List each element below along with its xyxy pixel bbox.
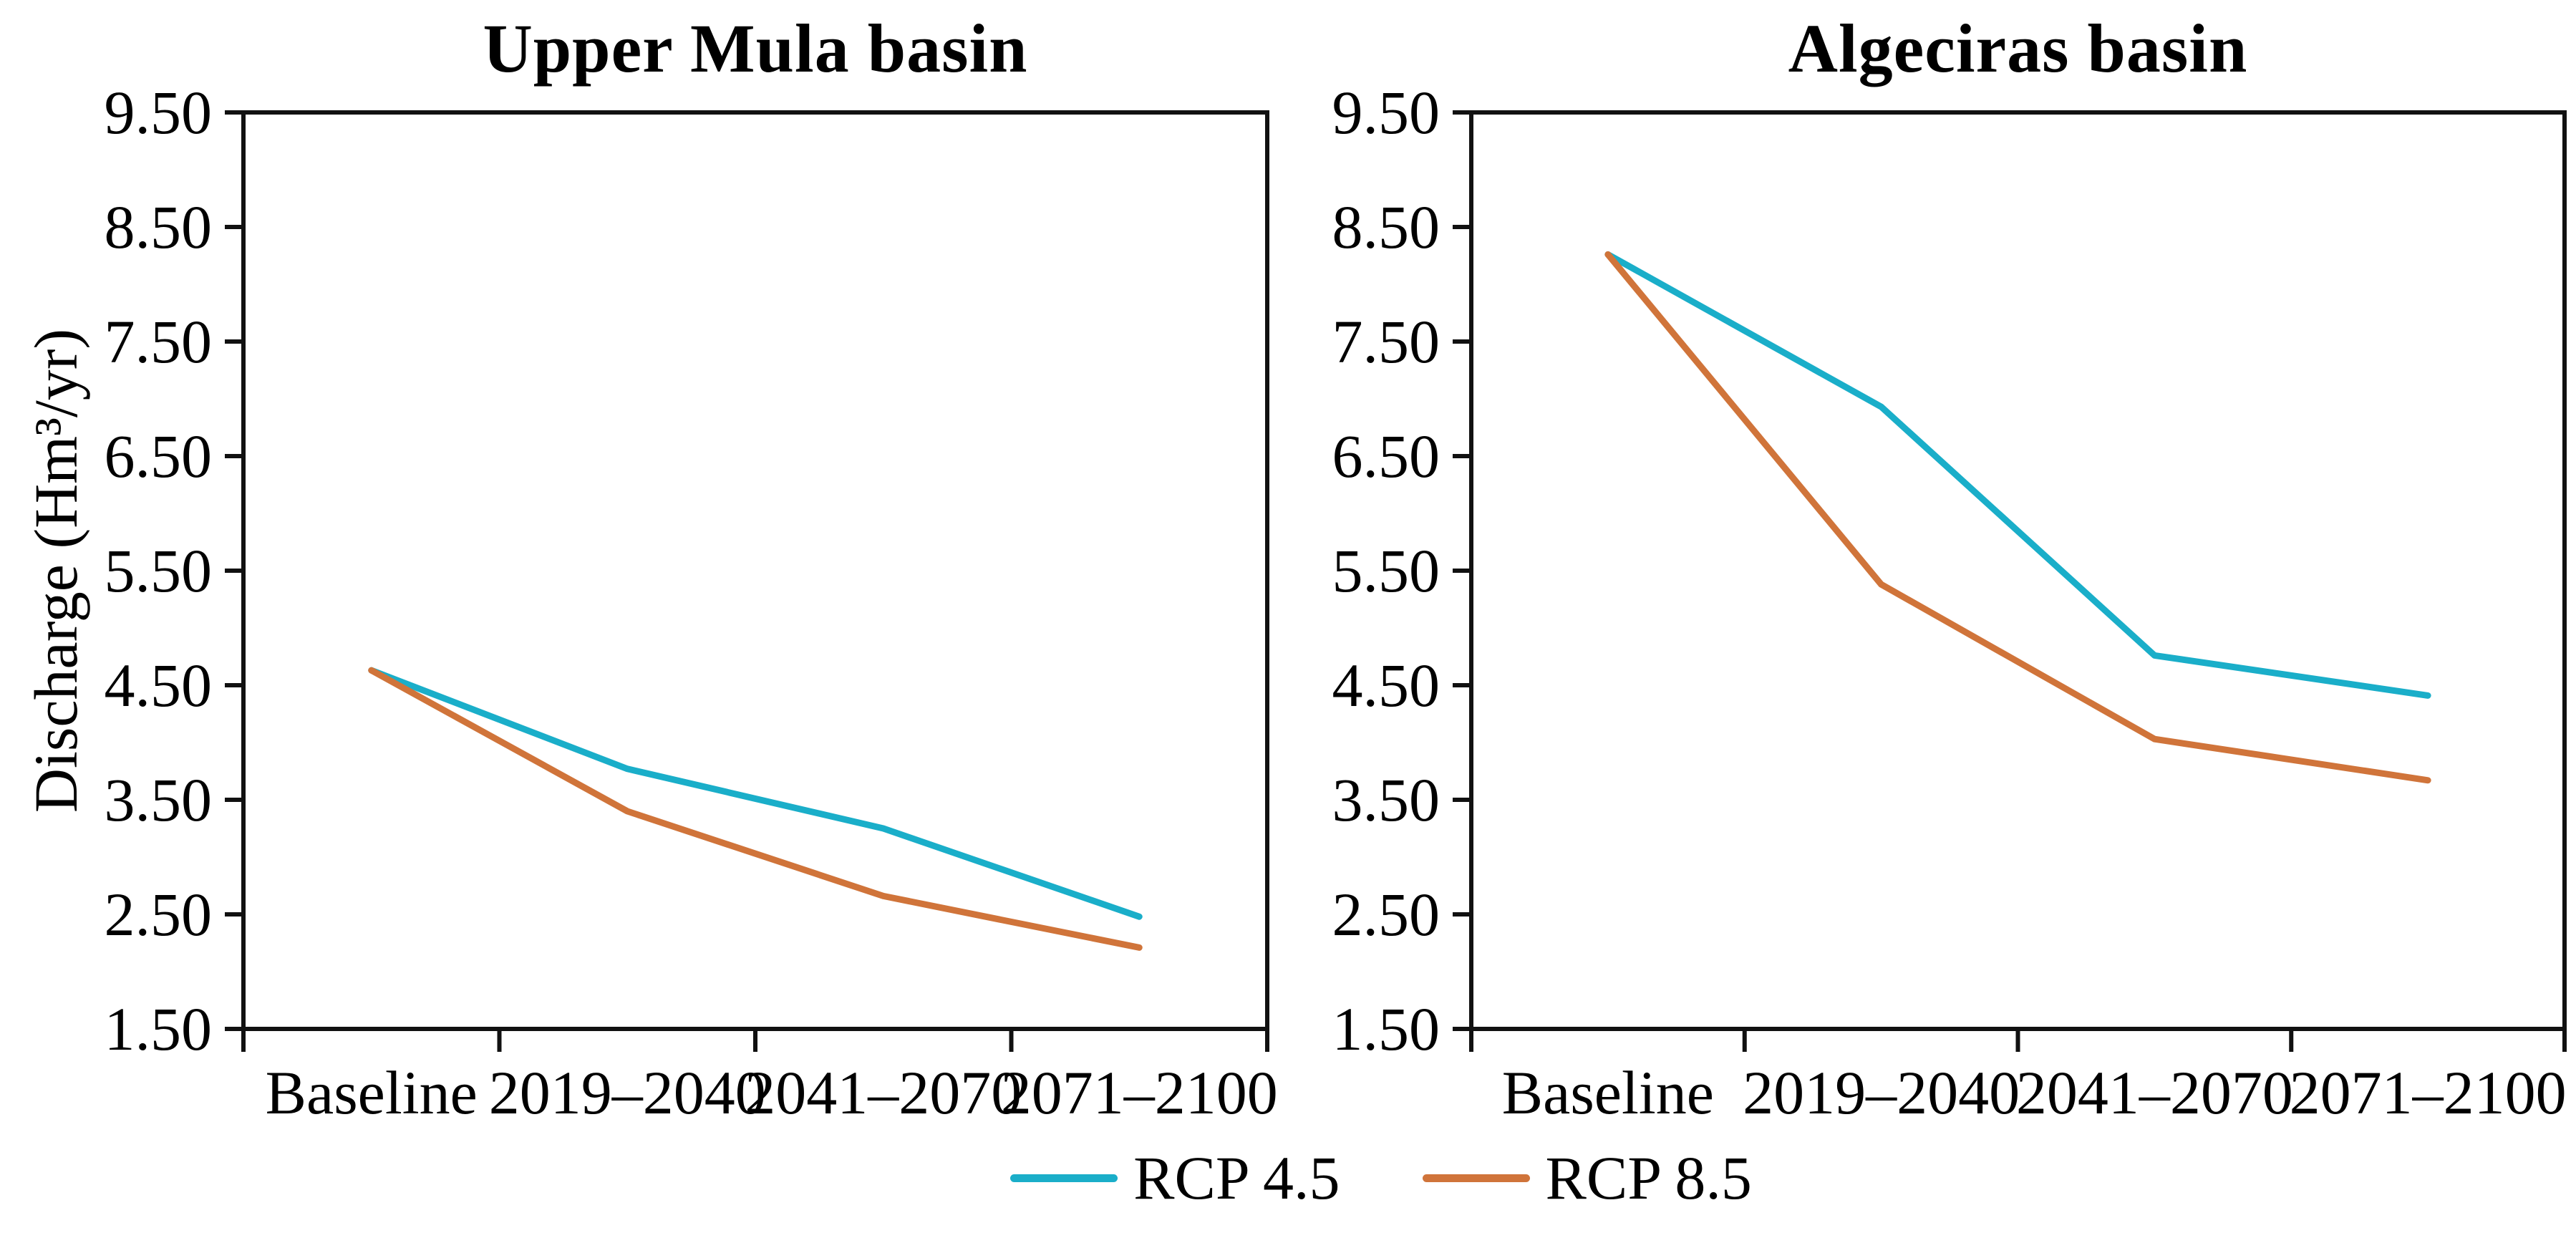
- legend-label-rcp85: RCP 8.5: [1545, 1143, 1752, 1212]
- y-tick-label: 6.50: [1332, 422, 1440, 490]
- y-tick-label: 6.50: [105, 422, 213, 490]
- y-tick-label: 7.50: [105, 307, 213, 376]
- plot-border: [241, 110, 1269, 1031]
- legend-line-rcp45-icon: [1010, 1174, 1118, 1182]
- y-tick-label: 9.50: [105, 78, 213, 147]
- series-line-rcp-4-5: [368, 667, 1143, 920]
- plot-area-algeciras: 1.50 2.50 3.50 4.50 5.50 6.50 7.50 8.50 9.50 Base…: [1332, 78, 2567, 1127]
- y-tick-label: 3.50: [105, 765, 213, 834]
- y-tick-label: 1.50: [105, 995, 213, 1063]
- y-tick-label: 8.50: [105, 193, 213, 261]
- legend-label-rcp45: RCP 4.5: [1133, 1143, 1340, 1212]
- series-line-rcp-8-5: [1604, 251, 2431, 784]
- y-tick-label: 8.50: [1332, 193, 1440, 261]
- x-category-label: 2071–2100: [1001, 1058, 1278, 1127]
- y-tick-label: 1.50: [1332, 995, 1440, 1063]
- chart-title-algeciras: Algeciras basin: [1788, 9, 2248, 87]
- y-tick-label: 4.50: [1332, 651, 1440, 720]
- y-tick-label: 4.50: [105, 651, 213, 720]
- y-tick-label: 9.50: [1332, 78, 1440, 147]
- y-tick-label: 3.50: [1332, 765, 1440, 834]
- x-category-label: Baseline: [266, 1058, 478, 1127]
- y-tick-label: 5.50: [1332, 536, 1440, 605]
- legend: RCP 4.5 RCP 8.5: [0, 1128, 2576, 1228]
- series-line-rcp-4-5: [1604, 251, 2431, 699]
- y-tick-label: 2.50: [1332, 880, 1440, 949]
- x-category-label: 2071–2100: [2290, 1058, 2567, 1127]
- y-tick-label: 2.50: [105, 880, 213, 949]
- y-tick-label: 5.50: [105, 536, 213, 605]
- x-category-label: Baseline: [1502, 1058, 1714, 1127]
- plot-area-upper-mula: 1.50 2.50 3.50 4.50 5.50 6.50 7.50 8.50 9.50 Base…: [105, 78, 1278, 1127]
- legend-item-rcp85: RCP 8.5: [1422, 1142, 1752, 1214]
- legend-item-rcp45: RCP 4.5: [1010, 1142, 1340, 1214]
- x-category-label: 2019–2040: [1743, 1058, 2020, 1127]
- series-line-rcp-8-5: [368, 667, 1143, 951]
- plot-border: [1469, 110, 2567, 1031]
- x-category-label: 2019–2040: [489, 1058, 766, 1127]
- x-category-label: 2041–2070: [2016, 1058, 2293, 1127]
- legend-line-rcp85-icon: [1422, 1174, 1530, 1182]
- x-category-label: 2041–2070: [745, 1058, 1022, 1127]
- y-tick-label: 7.50: [1332, 307, 1440, 376]
- chart-title-upper-mula: Upper Mula basin: [483, 9, 1028, 87]
